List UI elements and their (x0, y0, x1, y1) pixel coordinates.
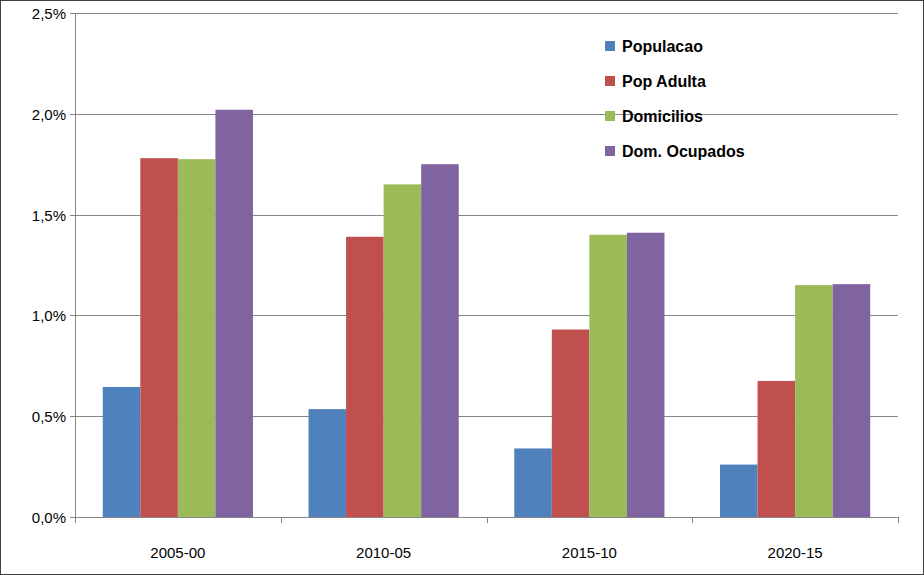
legend-swatch (605, 111, 615, 121)
legend-label: Domicilios (622, 108, 703, 125)
bar (215, 110, 253, 517)
bars (103, 110, 870, 517)
y-tick-label: 0,5% (32, 408, 66, 425)
y-tick (70, 517, 75, 518)
x-axis (75, 517, 898, 518)
legend-swatch (605, 146, 615, 156)
bar (795, 285, 833, 517)
bar (421, 164, 459, 517)
y-tick-label: 2,5% (32, 5, 66, 22)
y-tick-label: 2,0% (32, 106, 66, 123)
bar (140, 158, 178, 517)
y-tick (70, 114, 75, 115)
legend-swatch (605, 76, 615, 86)
y-tick (70, 315, 75, 316)
y-tick (70, 416, 75, 417)
legend-label: Dom. Ocupados (622, 143, 745, 160)
bar (589, 235, 627, 517)
x-tick-label: 2015-10 (562, 544, 617, 561)
x-tick (692, 517, 693, 523)
y-tick (70, 215, 75, 216)
legend-swatch (605, 41, 615, 51)
legend-label: Pop Adulta (622, 73, 706, 90)
y-tick-label: 1,5% (32, 207, 66, 224)
bar (552, 330, 590, 517)
bar (178, 159, 216, 517)
grid-line (75, 13, 898, 14)
x-tick (487, 517, 488, 523)
y-tick (70, 13, 75, 14)
grid-line (75, 114, 898, 115)
bar (758, 381, 796, 517)
bar (833, 284, 871, 517)
grid-line (75, 517, 898, 518)
x-tick-label: 2020-15 (768, 544, 823, 561)
legend-label: Populacao (622, 38, 703, 55)
bar (627, 233, 665, 517)
bar (309, 409, 347, 517)
chart: 0,0% 0,5% 1,0% 1,5% 2,0% 2,5% 2005-00 2010-05 20… (0, 0, 924, 575)
y-tick-label: 0,0% (32, 509, 66, 526)
bar (514, 448, 552, 517)
chart-frame (1, 1, 924, 575)
bar (103, 387, 141, 517)
y-axis (75, 13, 76, 517)
x-tick (75, 517, 76, 523)
bar (346, 237, 384, 517)
x-tick (898, 517, 899, 523)
x-tick (281, 517, 282, 523)
bar (720, 465, 758, 517)
x-tick-label: 2010-05 (356, 544, 411, 561)
y-tick-label: 1,0% (32, 307, 66, 324)
x-tick-label: 2005-00 (150, 544, 205, 561)
bar (384, 184, 422, 517)
legend: Populacao Pop Adulta Domicilios Dom. Ocupad… (605, 38, 745, 160)
